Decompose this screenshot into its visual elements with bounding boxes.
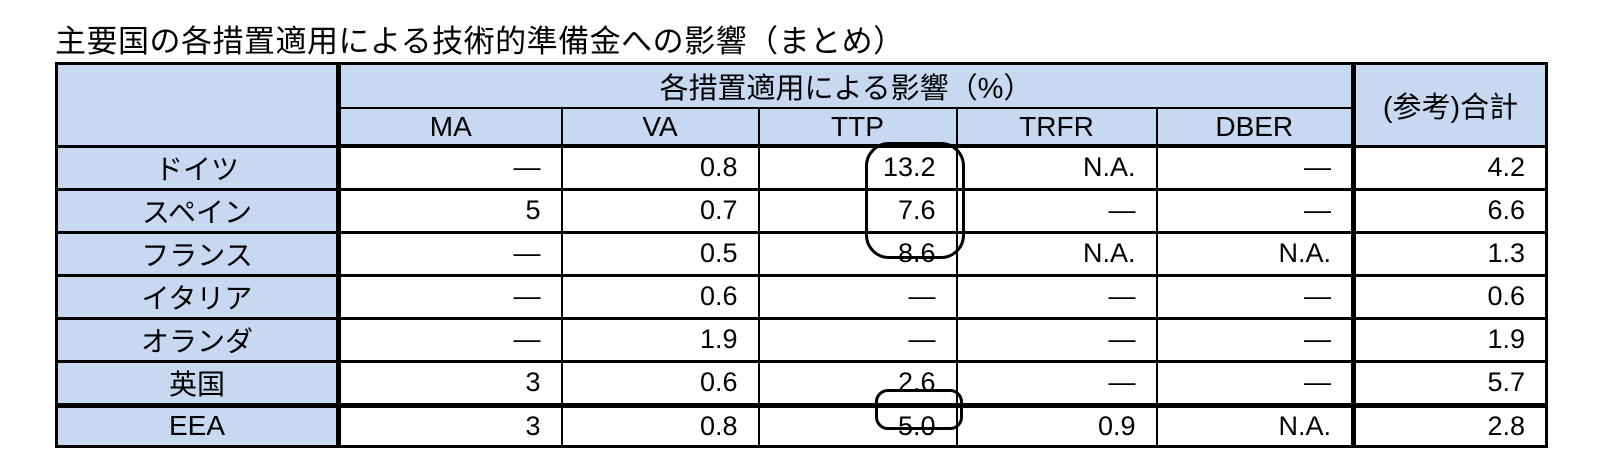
value-cell-trfr: N.A. bbox=[955, 230, 1158, 276]
value-cell-ma: 5 bbox=[337, 187, 563, 233]
column-header-ttp: TTP bbox=[757, 107, 958, 148]
value-cell-total: 4.2 bbox=[1351, 144, 1549, 190]
value-cell-va: 0.6 bbox=[560, 359, 760, 406]
column-header-dber: DBER bbox=[1155, 107, 1355, 148]
table-title: 主要国の各措置適用による技術的準備金への影響（まとめ） bbox=[55, 16, 905, 67]
value-cell-ttp: 8.6 bbox=[757, 230, 958, 276]
value-cell-dber: N.A. bbox=[1155, 230, 1355, 276]
country-cell: フランス bbox=[55, 230, 341, 276]
value-cell-trfr: — bbox=[955, 316, 1158, 362]
value-cell-va: 1.9 bbox=[560, 316, 760, 362]
corner-cell bbox=[55, 62, 341, 147]
value-cell-ma: — bbox=[337, 144, 563, 190]
country-cell: 英国 bbox=[55, 359, 341, 406]
value-cell-total: 2.8 bbox=[1351, 402, 1549, 448]
column-header-trfr: TRFR bbox=[955, 107, 1158, 148]
value-cell-ma: — bbox=[337, 273, 563, 319]
value-cell-dber: — bbox=[1155, 187, 1355, 233]
value-cell-va: 0.8 bbox=[560, 144, 760, 190]
value-cell-total: 1.9 bbox=[1351, 316, 1549, 362]
country-cell: スペイン bbox=[55, 187, 341, 233]
country-cell: イタリア bbox=[55, 273, 341, 319]
table-row-uk: 英国 3 0.6 2.6 — — 5.7 bbox=[55, 359, 1549, 406]
value-cell-ma: 3 bbox=[337, 359, 563, 406]
value-cell-ttp: 5.0 bbox=[757, 402, 958, 448]
value-cell-ma: 3 bbox=[337, 402, 563, 448]
value-cell-total: 1.3 bbox=[1351, 230, 1549, 276]
impact-table: 各措置適用による影響（%） (参考)合計 MA VA TTP TRFR DBER… bbox=[55, 62, 1549, 448]
value-cell-trfr: N.A. bbox=[955, 144, 1158, 190]
value-cell-va: 0.7 bbox=[560, 187, 760, 233]
value-cell-dber: — bbox=[1155, 359, 1355, 406]
value-cell-ttp: 2.6 bbox=[757, 359, 958, 406]
impact-table-wrapper: 各措置適用による影響（%） (参考)合計 MA VA TTP TRFR DBER… bbox=[55, 62, 1549, 448]
total-column-header: (参考)合計 bbox=[1351, 62, 1549, 147]
value-cell-va: 0.8 bbox=[560, 402, 760, 448]
table-row-germany: ドイツ — 0.8 13.2 N.A. — 4.2 bbox=[55, 144, 1549, 190]
country-cell: オランダ bbox=[55, 316, 341, 362]
table-row-italy: イタリア — 0.6 — — — 0.6 bbox=[55, 273, 1549, 319]
table-row-spain: スペイン 5 0.7 7.6 — — 6.6 bbox=[55, 187, 1549, 233]
value-cell-trfr: — bbox=[955, 187, 1158, 233]
value-cell-ttp: — bbox=[757, 316, 958, 362]
value-cell-ma: — bbox=[337, 316, 563, 362]
value-cell-dber: N.A. bbox=[1155, 402, 1355, 448]
value-cell-ttp: 13.2 bbox=[757, 144, 958, 190]
table-row-netherlands: オランダ — 1.9 — — — 1.9 bbox=[55, 316, 1549, 362]
value-cell-va: 0.5 bbox=[560, 230, 760, 276]
value-cell-ttp: 7.6 bbox=[757, 187, 958, 233]
table-row-france: フランス — 0.5 8.6 N.A. N.A. 1.3 bbox=[55, 230, 1549, 276]
value-cell-va: 0.6 bbox=[560, 273, 760, 319]
group-header: 各措置適用による影響（%） bbox=[337, 62, 1355, 109]
value-cell-total: 5.7 bbox=[1351, 359, 1549, 406]
table-row-eea: EEA 3 0.8 5.0 0.9 N.A. 2.8 bbox=[55, 402, 1549, 448]
value-cell-dber: — bbox=[1155, 144, 1355, 190]
value-cell-total: 6.6 bbox=[1351, 187, 1549, 233]
value-cell-total: 0.6 bbox=[1351, 273, 1549, 319]
value-cell-dber: — bbox=[1155, 316, 1355, 362]
country-cell: EEA bbox=[55, 402, 341, 448]
value-cell-trfr: 0.9 bbox=[955, 402, 1158, 448]
country-cell: ドイツ bbox=[55, 144, 341, 190]
column-header-va: VA bbox=[560, 107, 760, 148]
value-cell-trfr: — bbox=[955, 273, 1158, 319]
value-cell-ttp: — bbox=[757, 273, 958, 319]
column-header-ma: MA bbox=[337, 107, 563, 148]
value-cell-ma: — bbox=[337, 230, 563, 276]
value-cell-dber: — bbox=[1155, 273, 1355, 319]
value-cell-trfr: — bbox=[955, 359, 1158, 406]
